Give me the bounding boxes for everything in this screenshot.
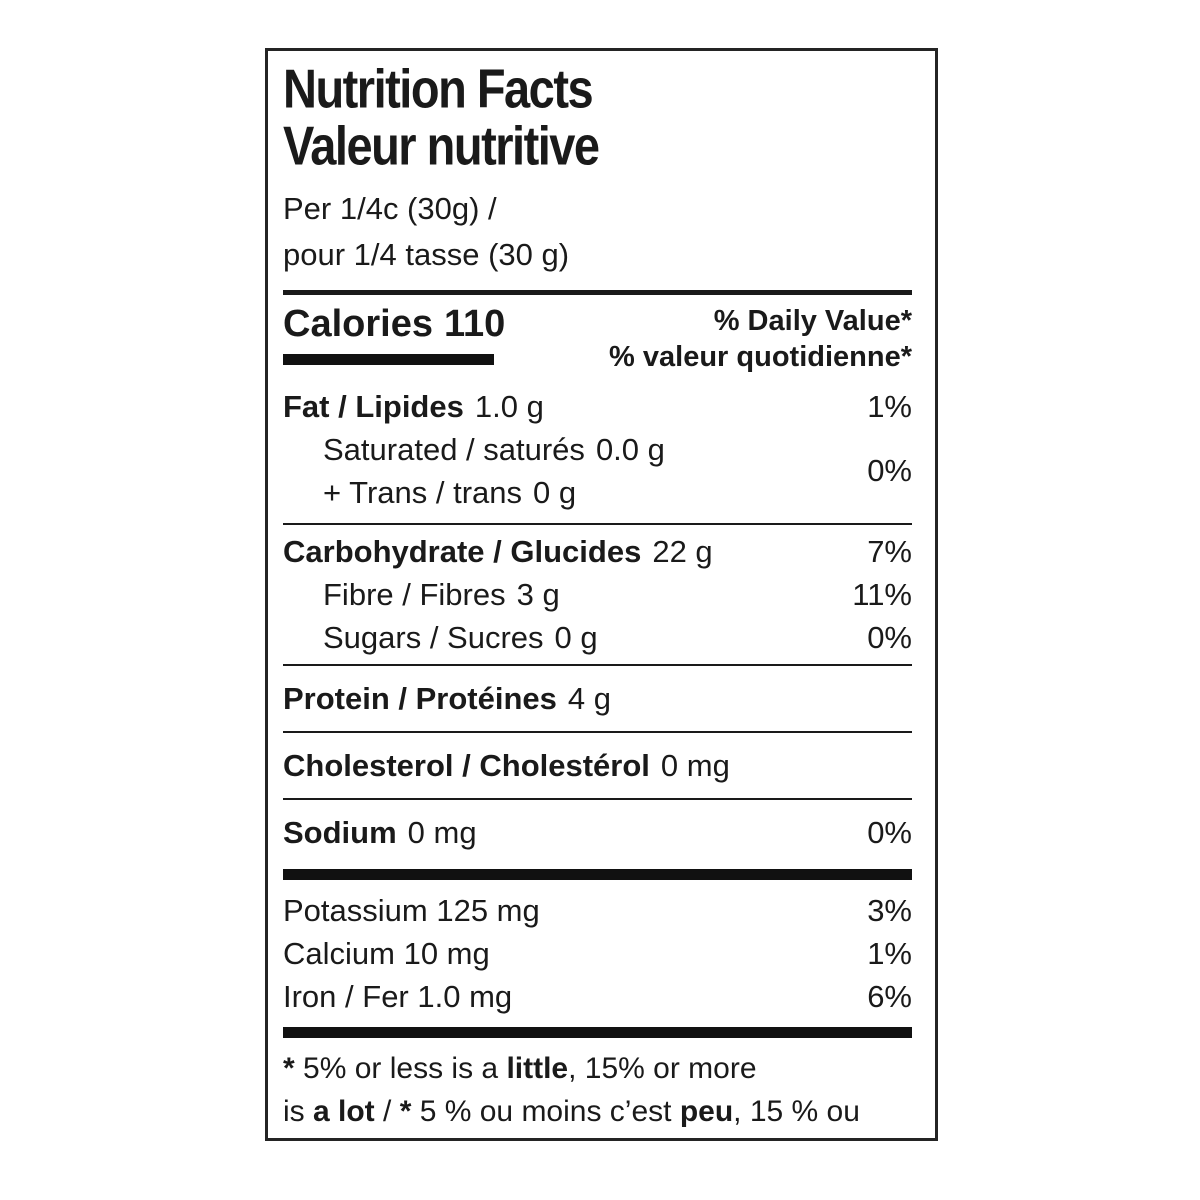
nutrient-amount: 0.0 g	[595, 432, 665, 467]
row-sodium-name: Sodium 0 mg	[283, 811, 477, 854]
footnote-asterisk: *	[399, 1095, 412, 1128]
footnote-text: 5 % ou moins c’est	[411, 1095, 680, 1128]
nutrient-amount: 0 g	[533, 475, 577, 510]
row-cholesterol-name: Cholesterol / Cholestérol 0 mg	[283, 744, 730, 787]
row-sodium-dv: 0%	[867, 815, 912, 850]
label-titles: Nutrition Facts Valeur nutritive	[283, 58, 912, 176]
footnote-emphasis: peu	[679, 1095, 734, 1128]
row-fibre-dv: 11%	[852, 577, 912, 612]
row-fat: Fat / Lipides 1.0 g 1%	[283, 385, 912, 428]
row-potassium-dv: 3%	[867, 893, 912, 928]
row-sugars-dv: 0%	[867, 620, 912, 655]
row-fat-name: Fat / Lipides 1.0 g	[283, 385, 544, 428]
row-iron-dv: 6%	[867, 979, 912, 1014]
row-protein: Protein / Protéines 4 g	[283, 671, 912, 726]
serving-size-french: pour 1/4 tasse (30 g)	[283, 237, 570, 272]
calories-underbar	[283, 354, 494, 365]
daily-value-header-english: % Daily Value*	[713, 305, 912, 337]
nutrient-amount: 1.0 g	[474, 389, 544, 424]
row-sugars-name: Sugars / Sucres 0 g	[283, 616, 598, 659]
title-french: Valeur nutritive	[283, 114, 600, 177]
nutrient-amount: 0 mg	[660, 748, 730, 783]
nutrient-name: Sugars / Sucres	[323, 620, 544, 655]
calories-value: 110	[443, 303, 506, 345]
footnote-text: is	[283, 1095, 313, 1128]
footnote: * 5% or less is a little, 15% or more is…	[283, 1047, 912, 1141]
row-sodium: Sodium 0 mg 0%	[283, 805, 912, 860]
nutrient-amount: 22 g	[652, 534, 713, 569]
daily-value-header-french: % valeur quotidienne*	[609, 341, 912, 373]
row-cholesterol: Cholesterol / Cholestérol 0 mg	[283, 738, 912, 793]
daily-value-header: % Daily Value* % valeur quotidienne*	[505, 303, 912, 375]
nutrient-amount: 0 mg	[407, 815, 477, 850]
thick-rule-before-minerals	[283, 869, 912, 880]
footnote-line-1: * 5% or less is a little, 15% or more	[283, 1047, 912, 1090]
row-calcium-dv: 1%	[867, 936, 912, 971]
footnote-line-3: plus c’est beaucoup	[283, 1133, 912, 1141]
nutrient-name: Fat / Lipides	[283, 389, 464, 424]
footnote-text: 5% or less is a	[294, 1052, 507, 1085]
saturated-trans-lines: Saturated / saturés 0.0 g + Trans / trans…	[283, 428, 665, 514]
row-fibre: Fibre / Fibres 3 g 11%	[283, 573, 912, 616]
row-fibre-name: Fibre / Fibres 3 g	[283, 573, 560, 616]
row-iron: Iron / Fer 1.0 mg 6%	[283, 975, 912, 1018]
nutrient-amount: 4 g	[567, 681, 612, 716]
rule-below-serving	[283, 290, 912, 295]
calories-section: Calories 110 % Daily Value* % valeur quot…	[283, 303, 912, 375]
nutrient-amount: 3 g	[516, 577, 560, 612]
rule-before-carbohydrate	[283, 523, 912, 525]
nutrient-amount: 0 g	[554, 620, 598, 655]
rule-before-cholesterol	[283, 731, 912, 733]
footnote-asterisk: *	[283, 1052, 295, 1085]
nutrient-name: Cholesterol / Cholestérol	[283, 748, 650, 783]
nutrient-name: Saturated / saturés	[323, 432, 585, 467]
footnote-text: , 15% or more	[568, 1052, 757, 1085]
row-fat-dv: 1%	[867, 389, 912, 424]
footnote-emphasis: little	[506, 1052, 569, 1085]
nutrient-name: Carbohydrate / Glucides	[283, 534, 642, 569]
row-sugars: Sugars / Sucres 0 g 0%	[283, 616, 912, 659]
row-carbohydrate-name: Carbohydrate / Glucides 22 g	[283, 530, 713, 573]
footnote-emphasis: a lot	[313, 1095, 375, 1128]
title-english: Nutrition Facts	[283, 57, 594, 120]
row-iron-name: Iron / Fer 1.0 mg	[283, 979, 513, 1014]
footnote-text: , 15 % ou	[733, 1095, 860, 1128]
nutrient-name: Sodium	[283, 815, 397, 850]
row-potassium: Potassium 125 mg 3%	[283, 889, 912, 932]
calories-block: Calories 110	[283, 303, 505, 365]
footnote-text: plus c’est	[283, 1138, 416, 1141]
nutrient-name: + Trans / trans	[323, 475, 523, 510]
rule-before-sodium	[283, 798, 912, 800]
serving-size-english: Per 1/4c (30g) /	[283, 191, 497, 226]
thick-rule-before-footnote	[283, 1027, 912, 1038]
saturated-trans-group: Saturated / saturés 0.0 g + Trans / trans…	[283, 428, 912, 518]
row-saturated: Saturated / saturés 0.0 g	[283, 428, 665, 471]
row-carbohydrate: Carbohydrate / Glucides 22 g 7%	[283, 530, 912, 573]
footnote-line-2: is a lot / * 5 % ou moins c’est peu, 15 …	[283, 1090, 912, 1133]
saturated-trans-dv: 0%	[867, 453, 912, 488]
row-potassium-name: Potassium 125 mg	[283, 893, 540, 928]
row-carbohydrate-dv: 7%	[867, 534, 912, 569]
row-calcium: Calcium 10 mg 1%	[283, 932, 912, 975]
rule-before-protein	[283, 664, 912, 666]
row-trans: + Trans / trans 0 g	[283, 471, 665, 514]
nutrition-facts-label: Nutrition Facts Valeur nutritive Per 1/4…	[265, 48, 938, 1141]
row-calcium-name: Calcium 10 mg	[283, 936, 490, 971]
nutrient-name: Protein / Protéines	[283, 681, 557, 716]
row-protein-name: Protein / Protéines 4 g	[283, 677, 611, 720]
footnote-text: /	[374, 1095, 400, 1128]
nutrient-name: Fibre / Fibres	[323, 577, 506, 612]
footnote-emphasis: beaucoup	[416, 1138, 558, 1141]
calories-line: Calories 110	[283, 303, 505, 345]
calories-label: Calories	[283, 303, 433, 345]
serving-size: Per 1/4c (30g) / pour 1/4 tasse (30 g)	[283, 186, 912, 278]
